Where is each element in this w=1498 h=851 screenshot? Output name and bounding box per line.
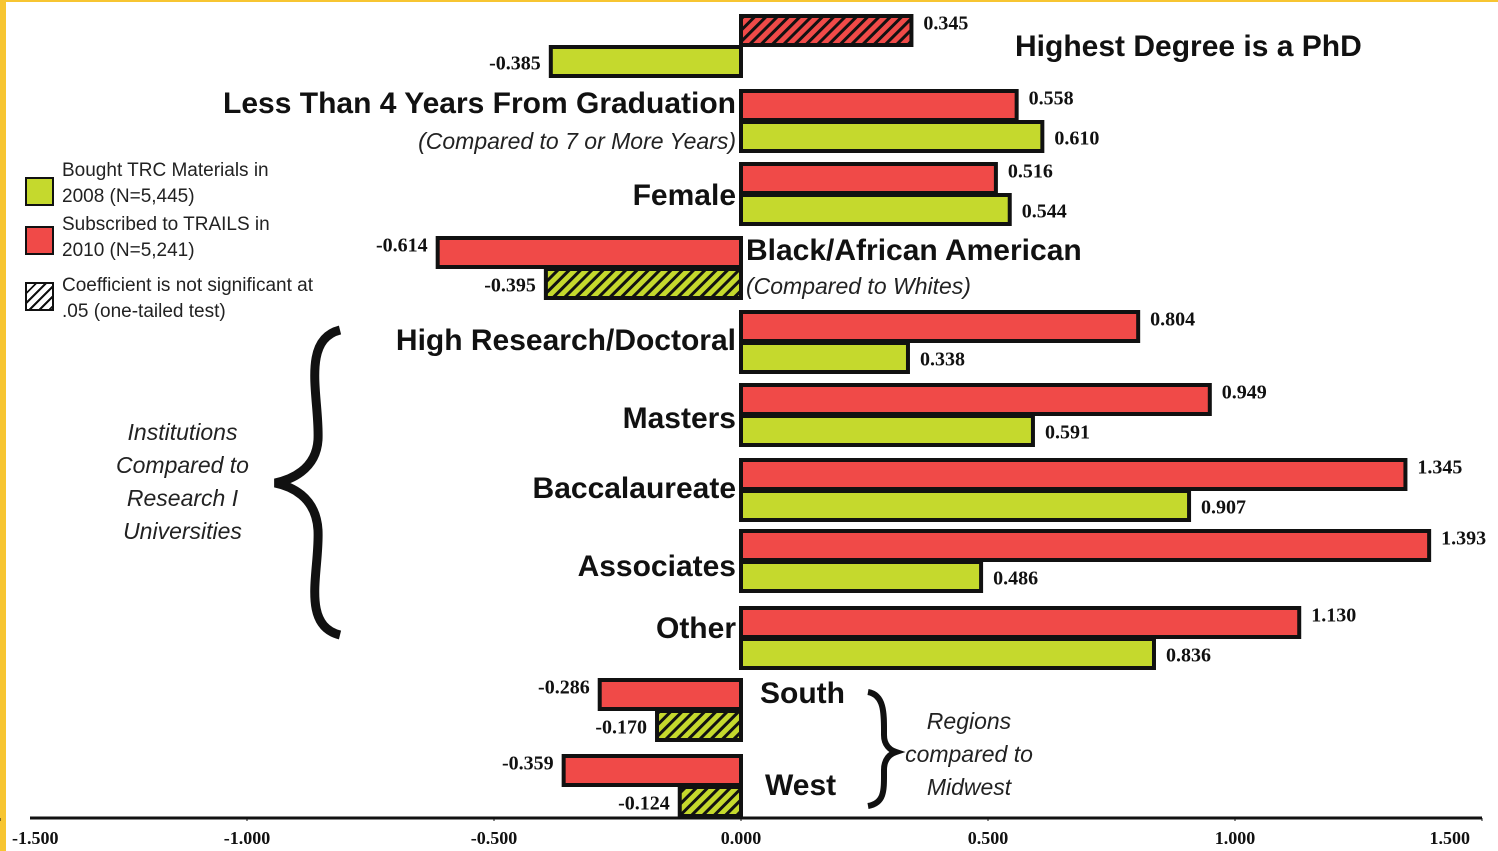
bar <box>597 678 743 711</box>
x-tick-label: -1.000 <box>224 828 271 848</box>
bar <box>543 267 743 300</box>
bar <box>739 560 984 593</box>
bar <box>739 89 1019 122</box>
legend-label: Subscribed to TRAILS in 2010 (N=5,241) <box>62 214 270 261</box>
value-label: 0.949 <box>1222 382 1267 404</box>
value-label: 1.130 <box>1311 605 1356 627</box>
value-label: 0.558 <box>1029 88 1074 110</box>
legend-label: Coefficient is not significant at .05 (o… <box>62 275 314 322</box>
bar <box>739 489 1192 522</box>
x-tick-label: 1.000 <box>1215 828 1256 848</box>
value-label: 0.345 <box>923 13 968 35</box>
bar <box>739 606 1302 639</box>
category-label: Other <box>656 612 736 645</box>
category-label: Highest Degree is a PhD <box>1015 30 1362 63</box>
value-label: 0.907 <box>1201 497 1246 519</box>
bar <box>739 310 1141 343</box>
value-label: -0.124 <box>618 793 670 815</box>
bar <box>561 754 743 787</box>
value-label: 0.338 <box>920 349 965 371</box>
value-label: -0.286 <box>538 677 590 699</box>
category-label: High Research/Doctoral <box>396 324 736 357</box>
value-label: 0.610 <box>1054 128 1099 150</box>
bar <box>739 637 1156 670</box>
legend-swatch <box>25 226 54 255</box>
bar <box>739 414 1035 447</box>
institution-brace <box>273 325 342 640</box>
region-brace <box>867 689 906 809</box>
bar <box>739 162 998 195</box>
value-label: 0.486 <box>993 568 1038 590</box>
bar <box>739 341 910 374</box>
legend-swatch <box>25 282 54 311</box>
x-tick-label: 0.500 <box>968 828 1009 848</box>
value-label: -0.395 <box>484 275 536 297</box>
value-label: 0.544 <box>1022 201 1067 223</box>
bar <box>739 193 1012 226</box>
bar <box>739 14 914 47</box>
value-label: 0.516 <box>1008 161 1053 183</box>
bar <box>739 529 1432 562</box>
bar <box>739 458 1408 491</box>
value-label: 0.591 <box>1045 422 1090 444</box>
bar <box>435 236 743 269</box>
category-label: Less Than 4 Years From Graduation <box>223 87 736 120</box>
x-tick-label: 1.500 <box>1430 828 1471 848</box>
bar <box>739 120 1045 153</box>
legend-swatch <box>25 177 54 206</box>
category-sublabel: (Compared to 7 or More Years) <box>418 128 736 154</box>
category-label: South <box>760 677 845 710</box>
value-label: 1.345 <box>1417 457 1462 479</box>
category-label: Associates <box>578 550 736 583</box>
value-label: -0.170 <box>595 717 647 739</box>
value-label: 1.393 <box>1441 528 1486 550</box>
bar <box>655 709 744 742</box>
bar <box>548 45 743 78</box>
category-label: Black/African American <box>746 234 1082 267</box>
bar <box>739 383 1212 416</box>
category-label: Baccalaureate <box>533 472 736 505</box>
legend-label: Bought TRC Materials in 2008 (N=5,445) <box>62 160 269 207</box>
annotation: Regions compared to Midwest <box>905 708 1033 800</box>
annotation: Institutions Compared to Research I Univ… <box>116 419 249 544</box>
category-label: West <box>765 769 836 802</box>
category-label: Masters <box>623 402 736 435</box>
category-sublabel: (Compared to Whites) <box>746 273 971 299</box>
value-label: -0.359 <box>502 753 554 775</box>
category-label: Female <box>633 179 736 212</box>
x-tick-label: 0.000 <box>721 828 762 848</box>
value-label: -0.614 <box>376 235 428 257</box>
value-label: -0.385 <box>489 53 541 75</box>
x-tick-label: -0.500 <box>471 828 518 848</box>
x-tick-label: -1.500 <box>12 828 59 848</box>
bar <box>677 785 744 818</box>
value-label: 0.836 <box>1166 645 1211 667</box>
value-label: 0.804 <box>1150 309 1195 331</box>
